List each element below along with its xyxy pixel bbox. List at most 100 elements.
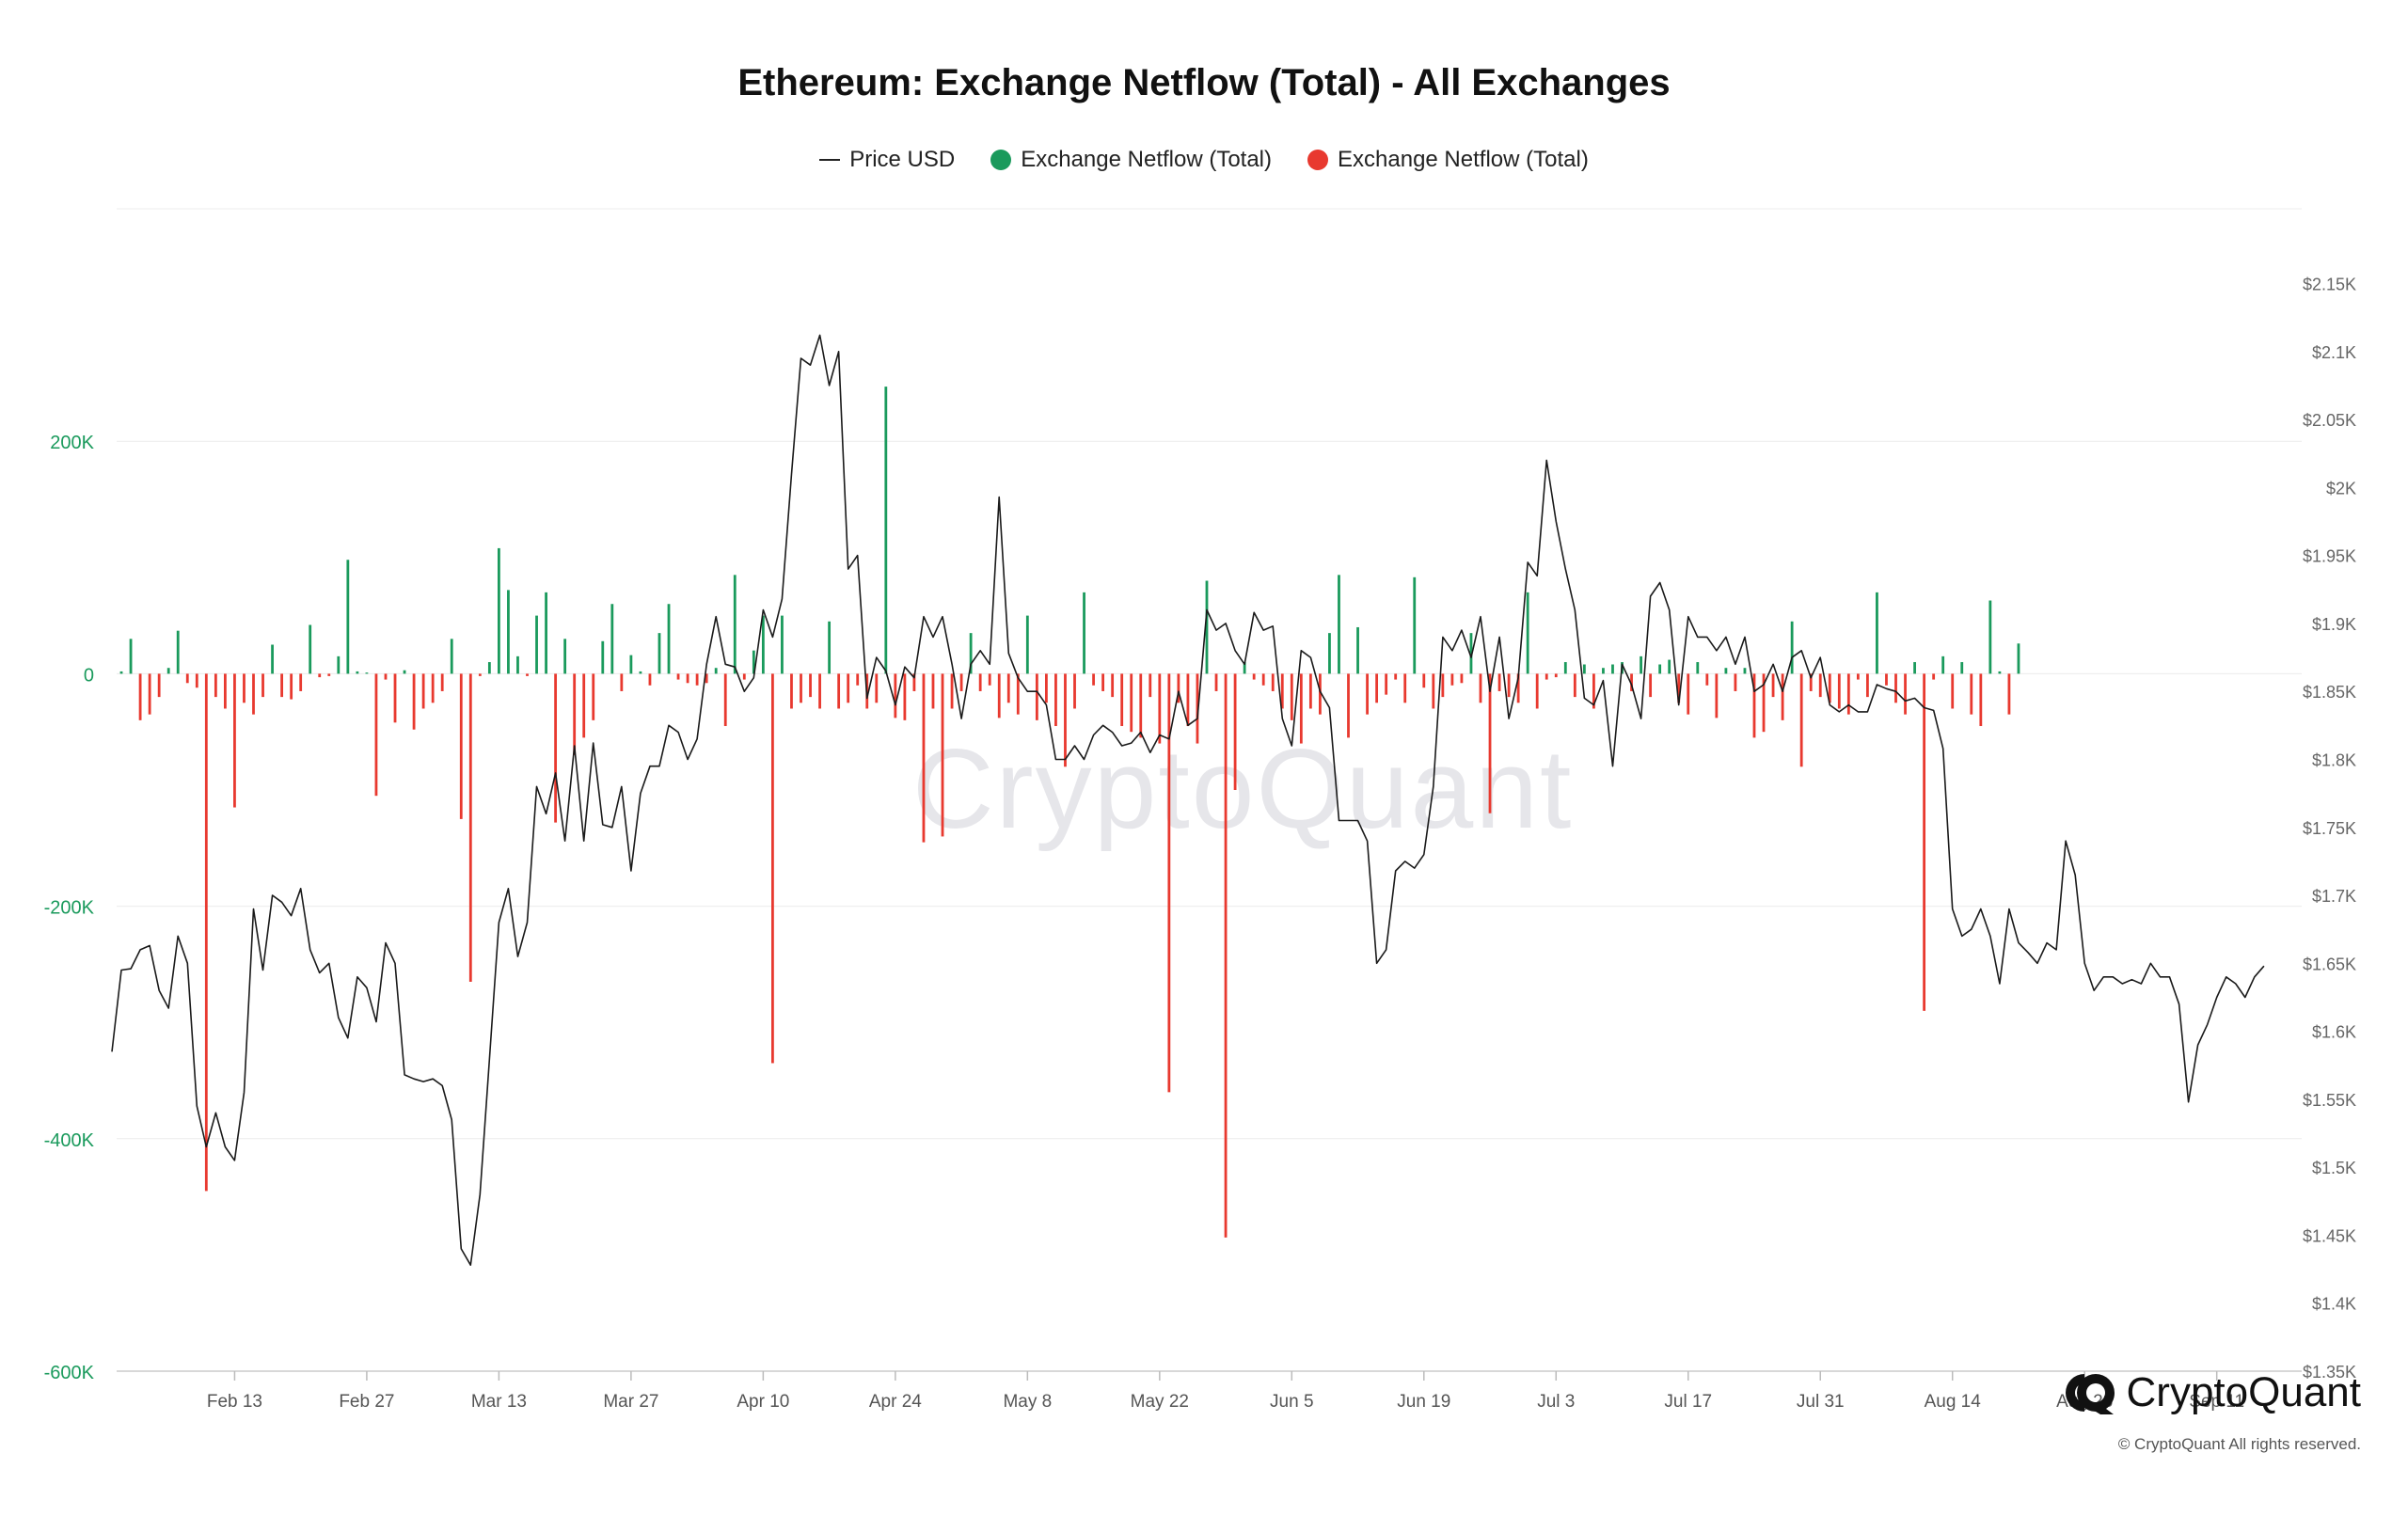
netflow-bar-negative	[818, 673, 821, 709]
netflow-bar-negative	[800, 673, 802, 703]
netflow-bar-positive	[1328, 633, 1331, 674]
netflow-bar-negative	[1856, 673, 1860, 680]
netflow-bar-negative	[1299, 673, 1303, 744]
x-axis-tick-label: Feb 13	[207, 1392, 262, 1412]
left-axis-tick-label: -400K	[44, 1130, 95, 1151]
price-line	[111, 334, 2265, 1266]
netflow-bar-negative	[1271, 673, 1275, 691]
netflow-bar-negative	[790, 673, 793, 709]
netflow-bar-positive	[1658, 664, 1662, 674]
netflow-bar-negative	[290, 673, 293, 700]
netflow-bar-negative	[856, 673, 860, 686]
netflow-bar-negative	[1649, 673, 1653, 698]
netflow-bar-negative	[318, 673, 322, 678]
netflow-bar-negative	[941, 673, 944, 837]
x-axis-tick-label: Mar 13	[471, 1392, 527, 1412]
netflow-bar-positive	[346, 560, 350, 674]
netflow-bar-negative	[997, 673, 1001, 719]
netflow-bar-negative	[223, 673, 227, 709]
legend-item-netflow-negative[interactable]: Exchange Netflow (Total)	[1307, 147, 1589, 173]
netflow-bar-positive	[1668, 659, 1671, 674]
netflow-bar-negative	[742, 673, 746, 680]
netflow-bar-negative	[1214, 673, 1218, 691]
netflow-bar-positive	[1025, 615, 1029, 674]
legend-label-price: Price USD	[849, 147, 956, 172]
netflow-bar-negative	[875, 673, 879, 703]
right-axis-tick-label: $2.1K	[2312, 343, 2356, 362]
netflow-bar-negative	[1809, 673, 1813, 691]
netflow-bar-negative	[1885, 673, 1888, 686]
copyright-text: © CryptoQuant All rights reserved.	[2117, 1435, 2361, 1453]
netflow-bar-positive	[271, 644, 274, 674]
netflow-bar-positive	[629, 655, 633, 674]
netflow-bar-negative	[1054, 673, 1057, 727]
netflow-bar-negative	[1497, 673, 1501, 691]
netflow-bar-negative	[988, 673, 991, 686]
netflow-bar-negative	[1715, 673, 1719, 719]
netflow-bar-positive	[1413, 576, 1417, 674]
x-axis-tick-label: Jul 31	[1797, 1392, 1845, 1412]
netflow-bar-negative	[1120, 673, 1124, 727]
netflow-bar-negative	[894, 673, 897, 719]
netflow-bar-positive	[1205, 580, 1209, 674]
netflow-bar-negative	[157, 673, 161, 698]
netflow-bar-negative	[1781, 673, 1784, 720]
right-axis-tick-label: $2.15K	[2303, 276, 2356, 294]
netflow-bar-negative	[252, 673, 255, 715]
netflow-bar-negative	[1479, 673, 1482, 703]
netflow-bar-negative	[1366, 673, 1369, 715]
legend-item-netflow-positive[interactable]: Exchange Netflow (Total)	[990, 147, 1272, 173]
netflow-bar-positive	[667, 604, 671, 674]
netflow-bar-positive	[1696, 662, 1700, 674]
right-axis-tick-label: $1.4K	[2312, 1295, 2356, 1314]
netflow-bar-positive	[1602, 668, 1605, 674]
netflow-bar-negative	[837, 673, 841, 709]
x-axis-tick-label: May 22	[1131, 1392, 1189, 1412]
netflow-bar-negative	[459, 673, 463, 819]
netflow-bar-negative	[922, 673, 926, 843]
netflow-bar-negative	[1319, 673, 1322, 715]
netflow-bar-positive	[1563, 662, 1567, 674]
netflow-bar-negative	[1035, 673, 1038, 720]
netflow-bar-negative	[1677, 673, 1681, 703]
netflow-bar-negative	[1799, 673, 1803, 767]
netflow-bar-positive	[497, 547, 500, 674]
netflow-bar-negative	[214, 673, 217, 698]
netflow-bar-positive	[1998, 671, 2002, 674]
netflow-bar-negative	[1224, 673, 1228, 1238]
netflow-bar-positive	[1640, 655, 1642, 674]
right-axis-tick-label: $1.7K	[2312, 887, 2356, 906]
right-axis-tick-label: $1.85K	[2303, 683, 2356, 702]
netflow-bar-negative	[1233, 673, 1237, 790]
netflow-bar-negative	[1252, 673, 1256, 680]
netflow-bar-negative	[2007, 673, 2011, 715]
netflow-bar-negative	[1828, 673, 1831, 703]
netflow-bar-negative	[1923, 673, 1926, 1011]
legend-line-swatch	[819, 159, 841, 161]
netflow-bar-negative	[620, 673, 624, 691]
netflow-bar-positive	[166, 668, 170, 674]
netflow-bar-negative	[526, 673, 529, 676]
x-axis-tick-label: Jul 3	[1537, 1392, 1575, 1412]
netflow-bar-positive	[1582, 664, 1586, 674]
right-axis-tick-label: $1.55K	[2303, 1091, 2356, 1110]
netflow-bar-negative	[1139, 673, 1143, 738]
netflow-bar-positive	[1876, 592, 1878, 674]
netflow-bar-negative	[1149, 673, 1152, 698]
right-axis-tick-label: $1.5K	[2312, 1159, 2356, 1177]
netflow-bar-negative	[959, 673, 963, 691]
netflow-bar-positive	[176, 630, 180, 674]
netflow-bar-positive	[1356, 626, 1359, 674]
netflow-bar-negative	[1932, 673, 1936, 680]
netflow-bar-positive	[119, 671, 123, 674]
netflow-bar-negative	[1752, 673, 1756, 738]
netflow-bar-negative	[1064, 673, 1067, 767]
legend-item-price[interactable]: Price USD	[819, 147, 955, 173]
netflow-bar-negative	[1734, 673, 1737, 691]
left-axis-tick-label: 0	[84, 665, 94, 686]
netflow-bar-positive	[507, 590, 510, 674]
netflow-bar-negative	[1422, 673, 1426, 688]
netflow-bar-negative	[1177, 673, 1180, 703]
chart-title: Ethereum: Exchange Netflow (Total) - All…	[737, 62, 1671, 103]
netflow-bar-positive	[516, 655, 519, 674]
